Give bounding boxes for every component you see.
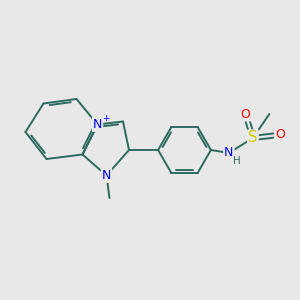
Text: H: H	[233, 155, 241, 166]
Text: O: O	[241, 107, 250, 121]
Text: N: N	[224, 146, 234, 160]
Text: O: O	[275, 128, 285, 142]
Text: S: S	[248, 130, 258, 146]
Text: N: N	[93, 118, 102, 131]
Text: N: N	[102, 169, 111, 182]
Text: +: +	[102, 114, 110, 123]
